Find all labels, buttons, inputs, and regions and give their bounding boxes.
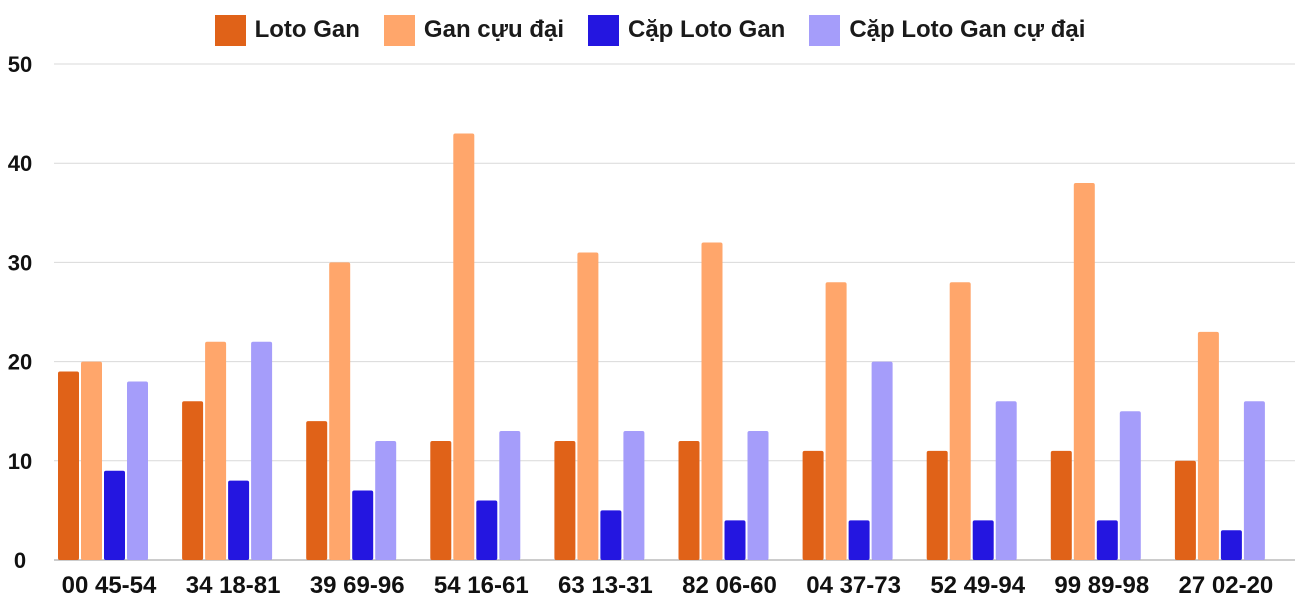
y-tick-label: 50 <box>8 52 32 77</box>
bar <box>430 440 452 560</box>
legend-label: Gan cựu đại <box>423 16 564 43</box>
bar <box>678 440 700 560</box>
x-tick-label: 99 89-98 <box>1054 572 1149 599</box>
bar <box>306 421 328 560</box>
bar <box>1174 460 1196 560</box>
bar <box>476 500 498 560</box>
x-tick-label: 52 49-94 <box>930 572 1025 599</box>
bar <box>205 341 227 560</box>
bar <box>1243 401 1265 560</box>
bar <box>825 282 847 560</box>
y-tick-label: 10 <box>8 449 32 474</box>
y-tick-label: 30 <box>8 250 32 275</box>
bar <box>228 480 250 560</box>
bar <box>926 450 948 560</box>
bar <box>701 242 723 560</box>
legend-label: Cặp Loto Gan cự đại <box>849 16 1086 43</box>
y-tick-label: 0 <box>14 548 26 573</box>
y-tick-label: 40 <box>8 151 32 176</box>
bar <box>577 252 599 561</box>
legend-item-gan-cuu-dai[interactable]: Gan cựu đại <box>383 14 564 46</box>
bar <box>499 431 521 560</box>
bar <box>554 440 576 560</box>
bar <box>1197 331 1219 560</box>
y-tick-label: 20 <box>8 350 32 375</box>
x-tick-label: 00 45-54 <box>62 572 157 599</box>
bar <box>58 371 79 560</box>
bar <box>1119 411 1141 560</box>
x-tick-label: 39 69-96 <box>310 572 405 599</box>
bar <box>1050 450 1072 560</box>
bar <box>724 520 746 560</box>
x-tick-label: 54 16-61 <box>434 572 529 599</box>
bar <box>949 282 971 560</box>
legend-swatch <box>214 14 246 46</box>
bar <box>352 490 374 560</box>
bar <box>871 361 893 560</box>
bar <box>995 401 1017 560</box>
x-tick-label: 27 02-20 <box>1179 572 1274 599</box>
x-tick-label: 04 37-73 <box>806 572 901 599</box>
legend-item-loto-gan[interactable]: Loto Gan <box>214 14 360 46</box>
bar <box>600 510 622 560</box>
bar <box>747 431 769 560</box>
bar <box>1073 183 1095 561</box>
bar <box>81 361 102 560</box>
legend-item-cap-loto-gan[interactable]: Cặp Loto Gan <box>588 14 786 46</box>
x-tick-label: 63 13-31 <box>558 572 653 599</box>
bar <box>1096 520 1118 560</box>
bar <box>104 470 125 560</box>
legend-swatch <box>809 14 841 46</box>
bar <box>802 450 824 560</box>
chart-legend: Loto Gan Gan cựu đại Cặp Loto Gan Cặp Lo… <box>0 12 1300 48</box>
bar <box>375 440 397 560</box>
legend-label: Loto Gan <box>254 16 360 43</box>
bar <box>182 401 204 560</box>
bar <box>623 431 645 560</box>
bar <box>848 520 870 560</box>
legend-swatch <box>383 14 415 46</box>
bar <box>329 262 351 560</box>
legend-item-cap-loto-gan-cu-dai[interactable]: Cặp Loto Gan cự đại <box>809 14 1086 46</box>
bar <box>453 133 475 560</box>
x-tick-label: 34 18-81 <box>186 572 281 599</box>
bar <box>1220 530 1242 560</box>
x-tick-label: 82 06-60 <box>682 572 777 599</box>
bar <box>972 520 994 560</box>
bar <box>251 341 273 560</box>
legend-label: Cặp Loto Gan <box>628 16 786 43</box>
legend-swatch <box>588 14 619 46</box>
bar <box>127 381 148 560</box>
